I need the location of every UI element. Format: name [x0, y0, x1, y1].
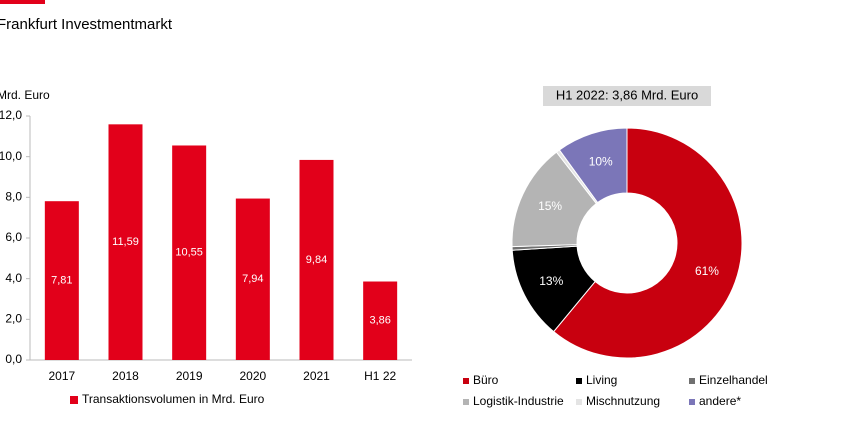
legend-swatch [576, 378, 582, 384]
x-tick-label: H1 22 [364, 369, 396, 383]
y-tick-label: 0,0 [5, 352, 22, 366]
donut-slice [511, 151, 598, 248]
donut-title-box [543, 86, 711, 106]
bar-value-label: 11,59 [112, 236, 139, 248]
bar [235, 198, 270, 360]
y-tick-label: 8,0 [5, 190, 22, 204]
bar-value-label: 9,84 [306, 254, 327, 266]
legend-label: Mischnutzung [586, 394, 660, 408]
legend-label: Einzelhandel [699, 373, 768, 387]
x-tick-label: 2020 [239, 369, 266, 383]
donut-slice [552, 127, 743, 359]
legend-swatch [576, 399, 582, 405]
y-tick-label: 12,0 [0, 108, 22, 122]
page-title: Frankfurt Investmentmarkt [0, 16, 173, 33]
legend-label: Logistik-Industrie [473, 394, 564, 408]
legend-swatch [689, 378, 695, 384]
bar-value-label: 3,86 [369, 315, 390, 327]
donut-slice [558, 127, 628, 204]
donut-title: H1 2022: 3,86 Mrd. Euro [556, 87, 698, 102]
legend-swatch [70, 396, 78, 404]
x-tick-label: 2018 [112, 369, 139, 383]
bar [299, 159, 334, 360]
bar [108, 124, 143, 360]
bar-value-label: 10,55 [175, 247, 203, 259]
bar-value-label: 7,94 [242, 273, 263, 285]
legend-label: Büro [473, 373, 499, 387]
y-tick-label: 6,0 [5, 230, 22, 244]
x-tick-label: 2021 [303, 369, 330, 383]
y-tick-label: 10,0 [0, 149, 22, 163]
slice-label: 61% [695, 264, 719, 278]
brand-bar [0, 0, 45, 4]
legend-swatch [689, 399, 695, 405]
bar-value-label: 7,81 [51, 275, 72, 287]
bar [363, 281, 398, 360]
legend-swatch [463, 399, 469, 405]
y-tick-label: 4,0 [5, 271, 22, 285]
bar [172, 145, 207, 360]
y-axis-label: Mrd. Euro [0, 88, 50, 102]
x-tick-label: 2017 [48, 369, 75, 383]
legend-label: Living [586, 373, 617, 387]
slice-label: 15% [538, 199, 562, 213]
legend-label: Transaktionsvolumen in Mrd. Euro [82, 392, 265, 406]
legend-swatch [463, 378, 469, 384]
y-tick-label: 2,0 [5, 312, 22, 326]
slice-label: 10% [589, 154, 613, 168]
bar [44, 201, 79, 360]
slice-label: 13% [539, 274, 563, 288]
x-tick-label: 2019 [176, 369, 203, 383]
legend-label: andere* [699, 394, 741, 408]
